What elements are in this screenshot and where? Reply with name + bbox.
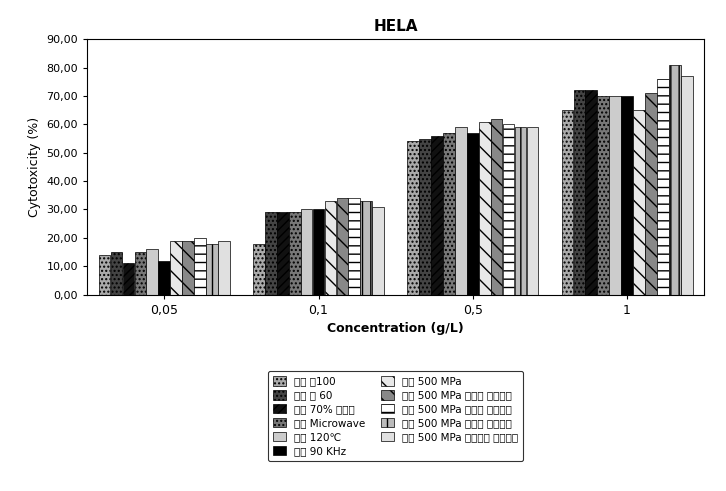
Bar — [147, 249, 158, 295]
Bar — [265, 212, 277, 295]
Bar — [479, 122, 491, 295]
Bar — [277, 212, 289, 295]
Bar — [621, 96, 633, 295]
X-axis label: Concentration (g/L): Concentration (g/L) — [327, 322, 464, 335]
Bar — [491, 119, 502, 295]
Bar — [372, 207, 384, 295]
Bar — [645, 93, 657, 295]
Bar — [562, 110, 574, 295]
Legend: 지치 물100, 지치 물 60, 지치 70% 에탄올, 지치 Microwave, 지치 120℃, 지치 90 KHz, 지치 500 MPa, 지치 5: 지치 물100, 지치 물 60, 지치 70% 에탄올, 지치 Microwa… — [268, 371, 523, 461]
Bar — [123, 263, 134, 295]
Bar — [111, 252, 123, 295]
Bar — [313, 210, 325, 295]
Bar — [431, 136, 443, 295]
Bar — [669, 65, 680, 295]
Bar — [420, 138, 431, 295]
Bar — [348, 198, 360, 295]
Bar — [585, 90, 597, 295]
Bar — [194, 238, 206, 295]
Bar — [301, 210, 312, 295]
Bar — [360, 201, 372, 295]
Bar — [597, 96, 609, 295]
Bar — [134, 252, 146, 295]
Bar — [455, 127, 467, 295]
Bar — [407, 141, 419, 295]
Bar — [99, 255, 110, 295]
Bar — [289, 212, 301, 295]
Bar — [443, 133, 454, 295]
Bar — [218, 241, 229, 295]
Bar — [515, 127, 526, 295]
Bar — [206, 244, 218, 295]
Bar — [657, 79, 669, 295]
Bar — [502, 124, 515, 295]
Y-axis label: Cytotoxicity (%): Cytotoxicity (%) — [28, 117, 41, 217]
Bar — [467, 133, 478, 295]
Bar — [253, 244, 265, 295]
Bar — [609, 96, 621, 295]
Bar — [681, 76, 693, 295]
Bar — [574, 90, 585, 295]
Bar — [633, 110, 645, 295]
Bar — [337, 198, 348, 295]
Bar — [182, 241, 194, 295]
Bar — [526, 127, 538, 295]
Bar — [325, 201, 336, 295]
Title: HELA: HELA — [373, 19, 418, 34]
Bar — [158, 261, 170, 295]
Bar — [171, 241, 182, 295]
